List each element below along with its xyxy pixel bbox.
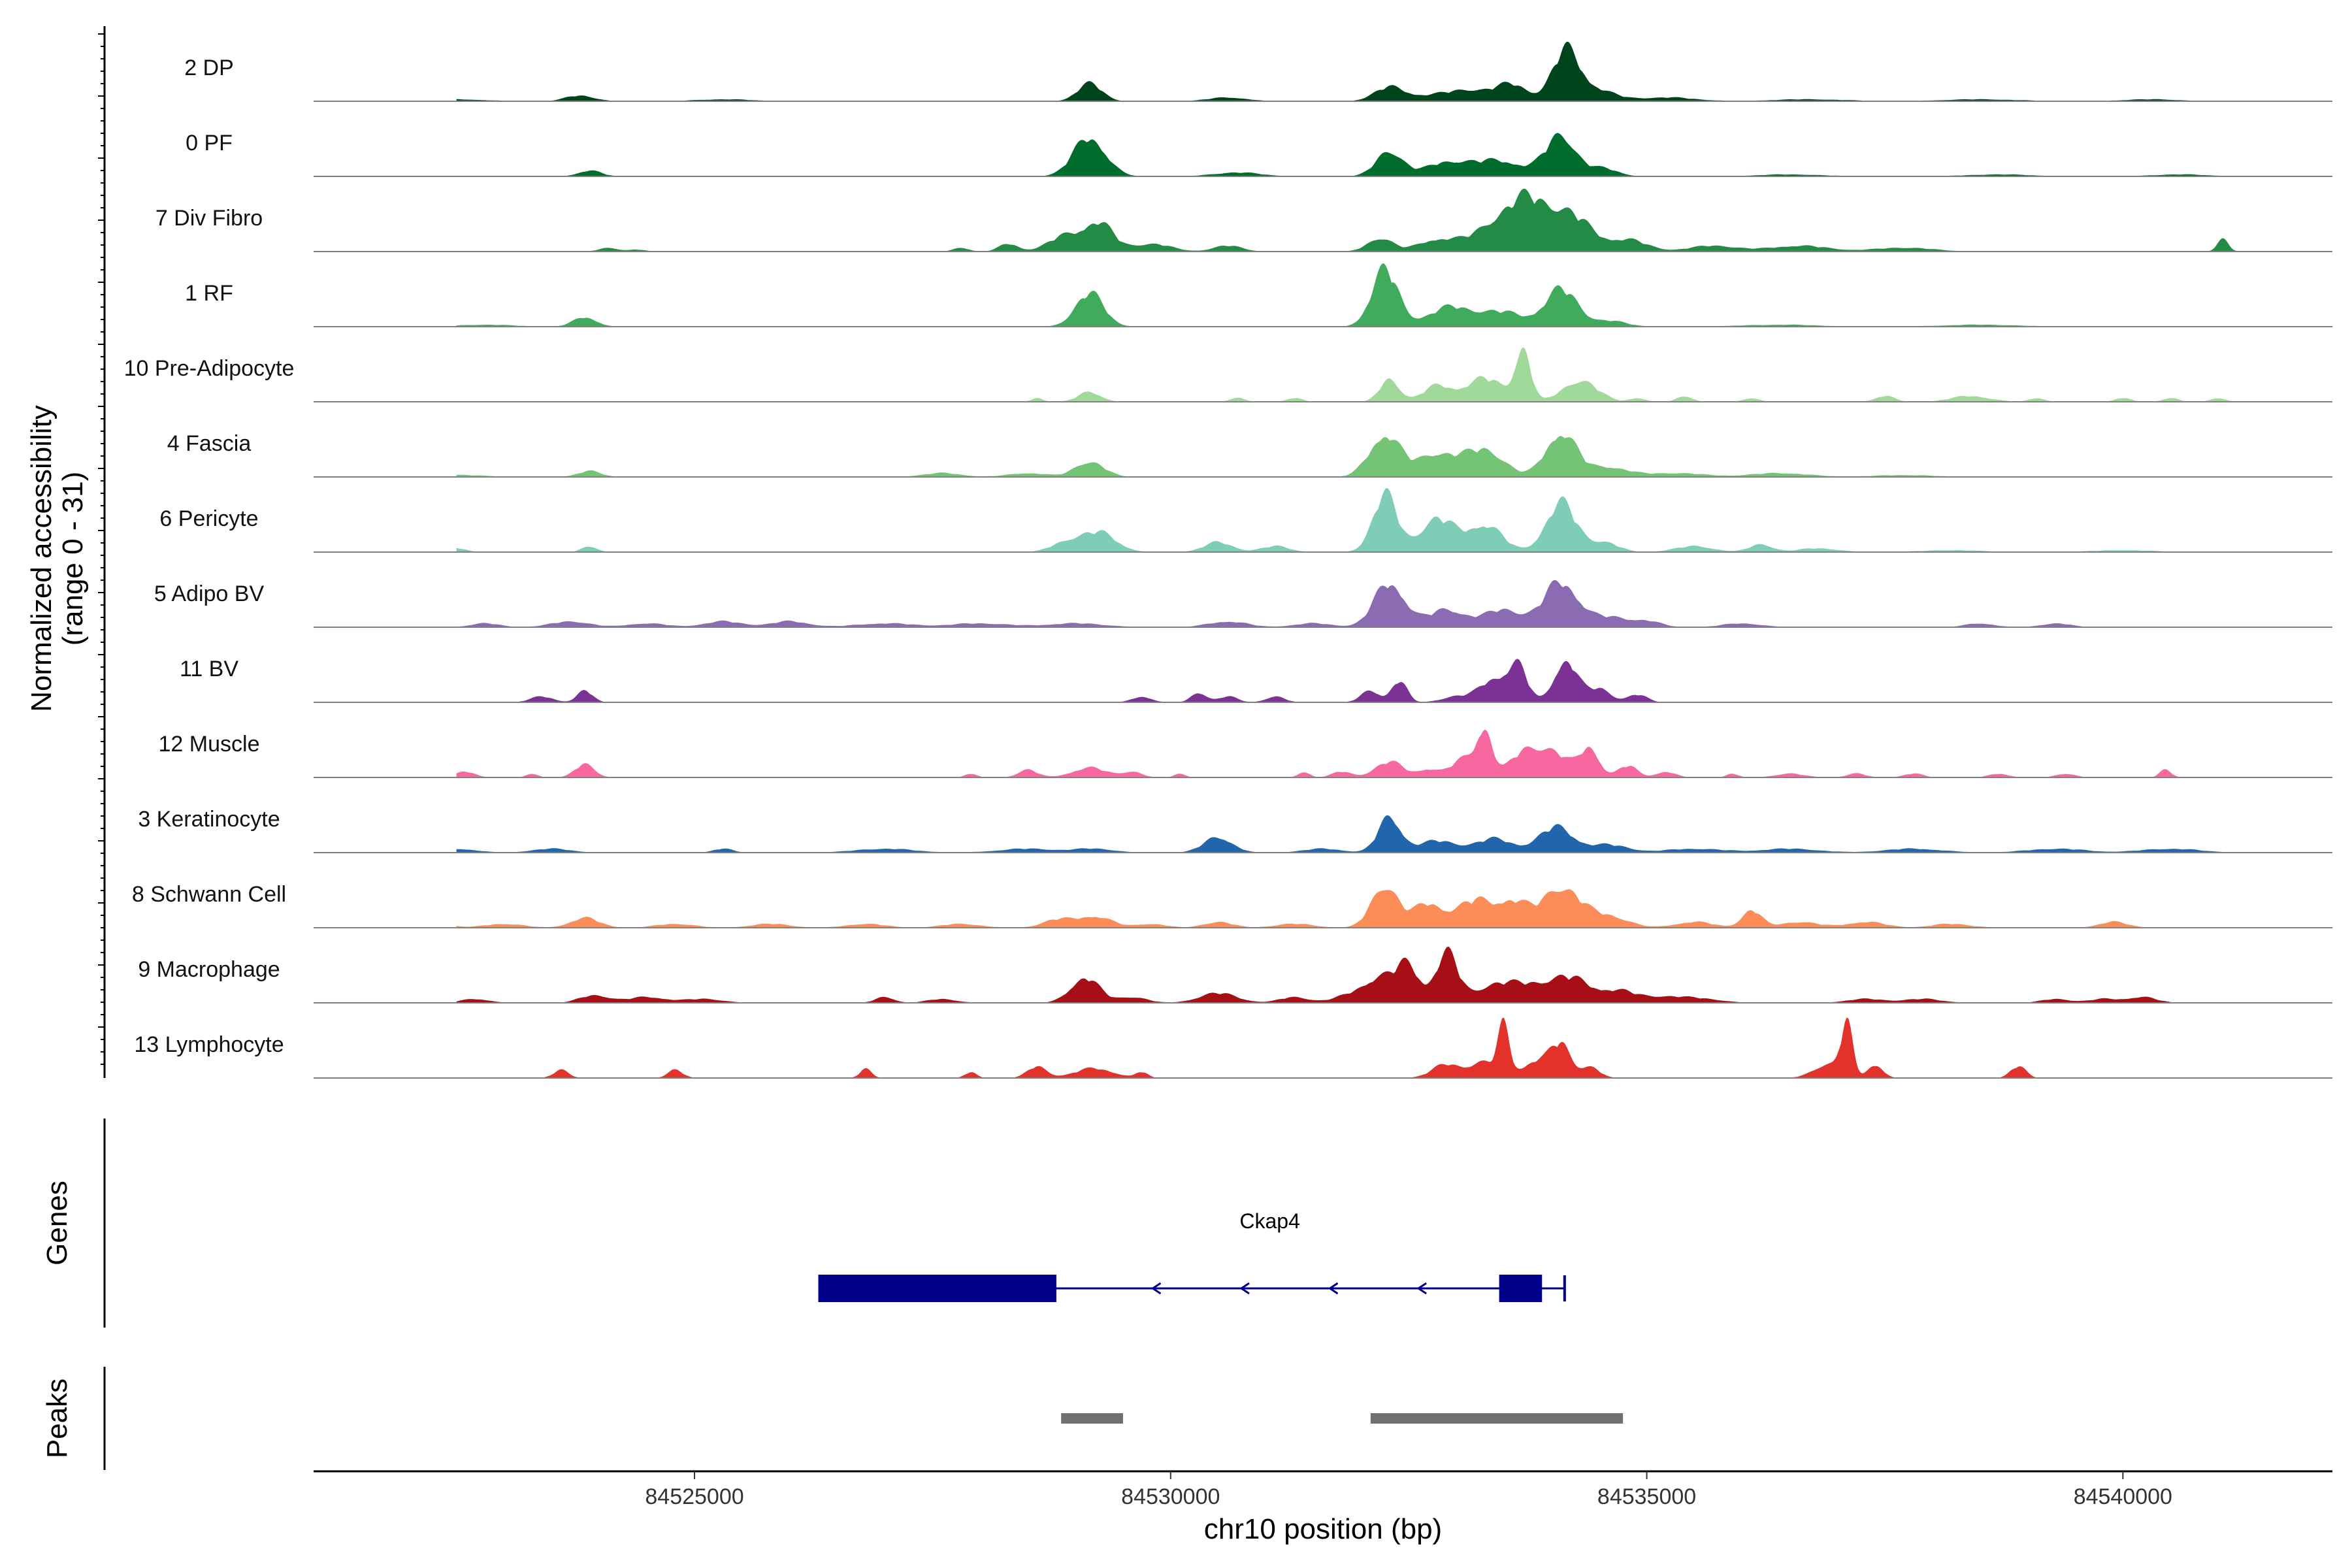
track-label: 11 BV	[180, 657, 238, 681]
x-tick-label: 84525000	[645, 1484, 743, 1509]
track-label: 7 Div Fibro	[155, 206, 263, 231]
coverage-area	[456, 263, 2238, 327]
coverage-area	[456, 1017, 2238, 1078]
track-label: 9 Macrophage	[138, 957, 280, 982]
strand-arrow	[1416, 1282, 1427, 1295]
coverage-area	[456, 41, 2238, 102]
coverage-area	[456, 188, 2238, 252]
x-tick-label: 84530000	[1121, 1484, 1220, 1509]
track-0-pf: 0 PF	[186, 131, 2332, 177]
track-8-schwann-cell: 8 Schwann Cell	[132, 882, 2332, 928]
y-axis-title: Normalized accessibility	[25, 405, 57, 711]
track-13-lymphocyte: 13 Lymphocyte	[134, 1017, 2332, 1079]
peak-regions	[1061, 1413, 1624, 1424]
track-6-pericyte: 6 Pericyte	[159, 488, 2332, 553]
coverage-area	[456, 488, 2238, 552]
coverage-area	[456, 659, 2238, 702]
track-7-div-fibro: 7 Div Fibro	[155, 188, 2332, 252]
coverage-area	[456, 815, 2238, 853]
coverage-area	[456, 133, 2238, 176]
track-label: 5 Adipo BV	[154, 581, 265, 606]
strand-arrow	[1328, 1282, 1339, 1295]
track-label: 10 Pre-Adipocyte	[124, 356, 295, 381]
track-11-bv: 11 BV	[180, 657, 2332, 703]
y-axis-range-label: (range 0 - 31)	[57, 472, 89, 646]
track-label: 4 Fascia	[167, 431, 252, 456]
strand-arrow	[1239, 1282, 1250, 1295]
track-12-muscle: 12 Muscle	[159, 729, 2332, 778]
track-label: 12 Muscle	[159, 732, 260, 757]
track-3-keratinocyte: 3 Keratinocyte	[138, 807, 2332, 853]
x-tick-label: 84535000	[1597, 1484, 1696, 1509]
track-5-adipo-bv: 5 Adipo BV	[154, 580, 2332, 628]
strand-arrow	[1151, 1282, 1162, 1295]
track-10-pre-adipocyte: 10 Pre-Adipocyte	[124, 347, 2332, 402]
coverage-tracks: 2 DP 0 PF 7 Div Fibro 1 RF 10 Pre-Adipocyte 4…	[124, 41, 2332, 1079]
x-axis-ticks: 84525000 84530000 84535000 84540000	[645, 1471, 2172, 1509]
genes-panel-title: Genes	[41, 1181, 73, 1266]
coverage-area	[456, 729, 2238, 777]
x-tick-label: 84540000	[2074, 1484, 2172, 1509]
track-9-macrophage: 9 Macrophage	[138, 946, 2332, 1004]
exon	[818, 1275, 1056, 1302]
track-label: 0 PF	[186, 131, 233, 155]
track-label: 8 Schwann Cell	[132, 882, 286, 907]
peaks-panel-title: Peaks	[41, 1379, 73, 1458]
gene-models: Ckap4	[818, 1209, 1566, 1302]
peak-region	[1061, 1413, 1123, 1424]
track-label: 13 Lymphocyte	[134, 1032, 284, 1057]
exon	[1499, 1275, 1543, 1302]
coverage-area	[456, 580, 2238, 627]
coverage-area	[456, 347, 2238, 402]
gene-ckap4: Ckap4	[818, 1209, 1566, 1302]
track-2-dp: 2 DP	[184, 41, 2332, 102]
track-label: 6 Pericyte	[159, 506, 258, 531]
gene-label: Ckap4	[1239, 1209, 1300, 1233]
track-1-rf: 1 RF	[185, 263, 2332, 327]
track-label: 2 DP	[184, 56, 234, 80]
peak-region	[1370, 1413, 1624, 1424]
y-axis-ticks	[98, 33, 105, 1065]
coverage-area	[456, 946, 2238, 1003]
track-4-fascia: 4 Fascia	[167, 431, 2332, 478]
track-label: 1 RF	[185, 281, 233, 306]
x-axis-title: chr10 position (bp)	[1204, 1513, 1442, 1545]
track-label: 3 Keratinocyte	[138, 807, 280, 832]
coverage-area	[456, 436, 2238, 477]
coverage-area	[456, 889, 2238, 928]
